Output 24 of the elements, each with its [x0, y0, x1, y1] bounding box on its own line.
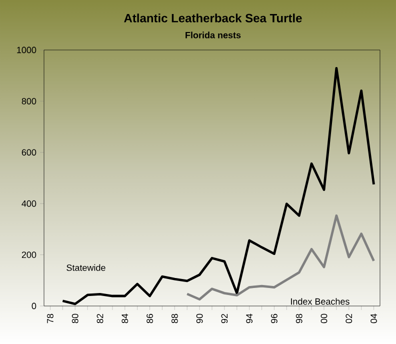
x-tick-label: 00 — [320, 314, 328, 324]
chart-subtitle: Florida nests — [186, 32, 241, 38]
x-tick-label: 96 — [271, 314, 278, 324]
x-tick-label: 86 — [146, 314, 153, 324]
x-tick-label: 84 — [122, 314, 128, 324]
x-tick-label: 04 — [370, 314, 377, 324]
y-tick-label: 0 — [32, 302, 36, 310]
x-tick-label: 78 — [47, 314, 54, 324]
y-tick-label: 600 — [22, 149, 36, 156]
x-tick-label: 80 — [72, 314, 78, 324]
x-tick-label: 82 — [96, 314, 104, 324]
x-tick-label: 98 — [296, 314, 302, 324]
x-tick-label: 02 — [346, 314, 352, 324]
y-tick-label: 200 — [22, 252, 36, 258]
y-tick-label: 400 — [22, 200, 36, 207]
y-tick-label: 800 — [22, 98, 36, 104]
chart-title: Atlantic Leatherback Sea Turtle — [124, 14, 302, 22]
x-tick-label: 88 — [171, 314, 178, 324]
y-tick-label: 1000 — [17, 46, 36, 54]
x-tick-label: 92 — [221, 314, 228, 324]
series-label: Index Beaches — [291, 298, 350, 305]
text: Statewide — [66, 264, 106, 271]
x-tick-label: 90 — [196, 314, 203, 324]
x-tick-label: 94 — [246, 314, 253, 324]
